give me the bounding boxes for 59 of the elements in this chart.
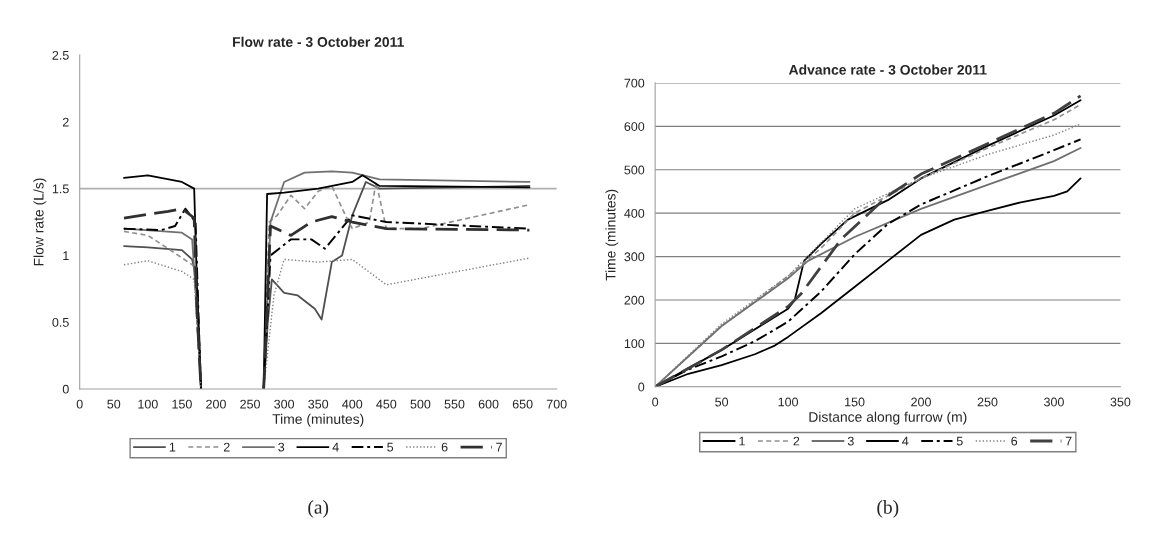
legend-label: 7	[496, 442, 502, 452]
y-tick-label: 2.5	[52, 50, 69, 60]
y-tick-label: 500	[624, 165, 645, 175]
y-tick-label: 200	[624, 295, 645, 305]
y-tick-label: 1.5	[52, 184, 69, 194]
y-tick-label: 600	[624, 122, 645, 131]
x-tick-label: 0	[76, 399, 83, 409]
x-tick-label: 550	[444, 399, 465, 409]
y-tick-label: 1	[63, 251, 69, 260]
x-tick-label: 250	[977, 397, 998, 407]
x-tick-label: 350	[308, 399, 329, 409]
legend-label: 6	[1011, 436, 1018, 446]
legend-label: 5	[956, 436, 963, 446]
x-tick-label: 300	[274, 399, 295, 409]
x-tick-label: 300	[1044, 397, 1064, 407]
legend-label: 1	[739, 436, 745, 446]
legend-label: 3	[278, 442, 285, 452]
legend-label: 7	[1065, 436, 1072, 446]
y-tick-label: 2	[62, 117, 69, 127]
x-tick-label: 450	[376, 399, 397, 409]
text: (b)	[877, 500, 899, 518]
legend-label: 2	[793, 436, 800, 446]
y-tick-label: 700	[624, 78, 645, 88]
legend-label: 5	[387, 442, 394, 452]
x-tick-label: 50	[107, 399, 121, 409]
y-axis-title: Flow rate (L/s)	[33, 178, 47, 266]
x-tick-label: 400	[342, 399, 363, 409]
x-tick-label: 650	[512, 399, 533, 409]
legend-label: 1	[169, 442, 176, 452]
x-tick-label: 350	[1110, 397, 1131, 407]
y-tick-label: 100	[624, 339, 645, 349]
x-tick-label: 200	[911, 397, 931, 407]
y-tick-label: 0	[638, 382, 645, 392]
x-tick-label: 150	[172, 399, 192, 409]
x-tick-label: 200	[206, 399, 226, 409]
x-tick-label: 600	[478, 399, 499, 409]
legend-label: 3	[847, 436, 854, 446]
x-tick-label: 50	[715, 397, 729, 407]
x-axis-title: Distance along furrow (m)	[809, 411, 967, 425]
x-tick-label: 700	[546, 399, 567, 409]
legend-label: 4	[902, 436, 909, 446]
legend-label: 4	[332, 442, 339, 452]
y-axis-title: Time (minutes)	[605, 189, 619, 281]
x-tick-label: 0	[652, 397, 659, 407]
x-axis-title: Time (minutes)	[272, 413, 364, 427]
text: (a)	[308, 500, 329, 518]
y-tick-label: 0	[62, 384, 69, 394]
legend-label: 2	[223, 442, 230, 452]
x-tick-label: 100	[778, 397, 799, 407]
legend-label: 6	[441, 442, 448, 452]
x-tick-label: 500	[410, 399, 431, 409]
x-tick-label: 150	[845, 397, 865, 407]
x-tick-label: 250	[240, 399, 260, 409]
y-tick-label: 400	[624, 208, 645, 218]
y-tick-label: 300	[624, 252, 645, 262]
y-tick-label: 0.5	[52, 317, 69, 327]
chart-title: Advance rate - 3 October 2011	[788, 64, 987, 75]
x-tick-label: 100	[138, 399, 158, 409]
chart-title: Flow rate - 3 October 2011	[233, 36, 404, 47]
